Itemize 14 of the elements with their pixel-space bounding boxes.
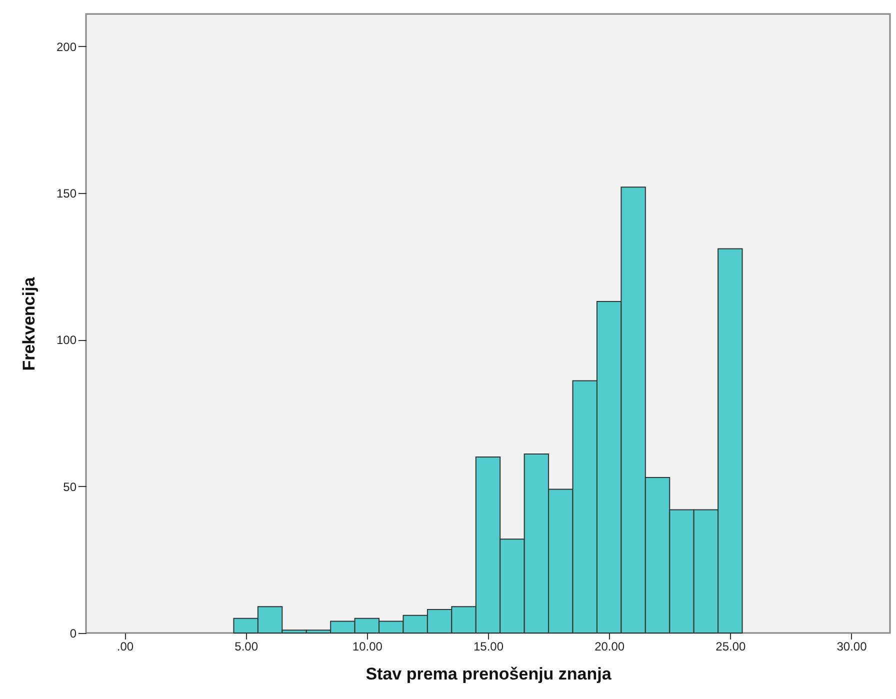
x-tick-label: 20.00 — [594, 640, 625, 654]
x-tick-label: 5.00 — [234, 640, 258, 654]
y-tick-label: 150 — [56, 186, 77, 200]
y-tick-label: 50 — [63, 480, 77, 494]
y-tick-label: 0 — [70, 626, 77, 640]
x-axis-title: Stav prema prenošenju znanja — [366, 664, 612, 684]
x-tick-label: 30.00 — [836, 640, 868, 654]
y-tick-label: 100 — [56, 333, 77, 348]
x-tick-label: 15.00 — [473, 640, 504, 654]
y-tick-label: 200 — [56, 40, 77, 54]
x-tick-label: 10.00 — [352, 640, 383, 654]
x-tick-label: .00 — [116, 640, 134, 654]
x-tick-label: 25.00 — [716, 640, 746, 654]
y-axis-title: Frekvencija — [19, 276, 38, 371]
